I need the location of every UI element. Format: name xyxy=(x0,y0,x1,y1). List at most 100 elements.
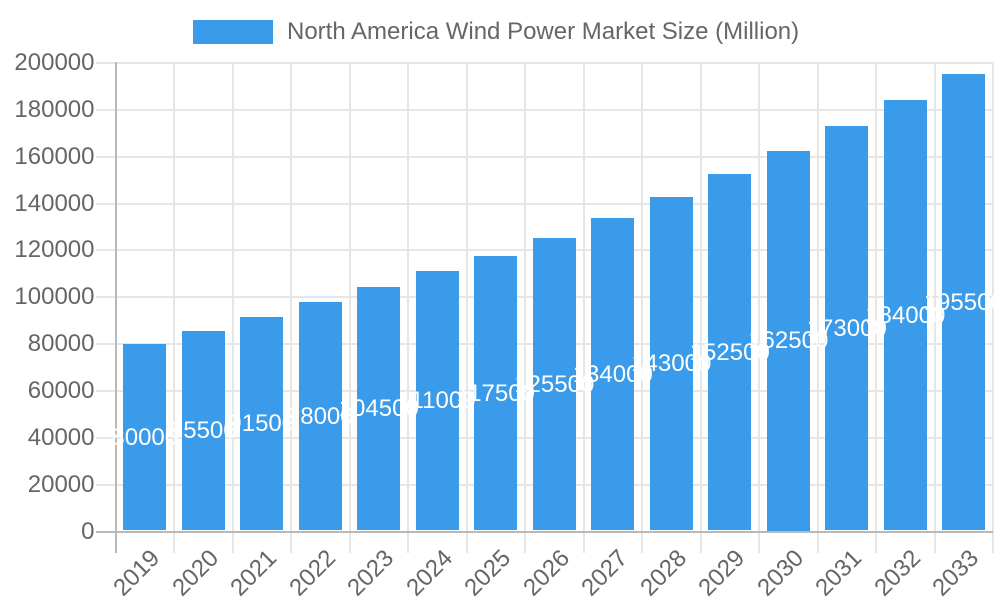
x-axis-label: 2030 xyxy=(752,544,809,600)
y-axis-tick xyxy=(95,483,116,486)
gridline-vertical xyxy=(173,62,175,533)
y-axis-label: 100000 xyxy=(14,283,95,311)
x-axis-tick xyxy=(407,532,409,553)
x-axis-tick xyxy=(348,532,351,553)
y-axis-tick xyxy=(95,155,116,158)
x-axis-tick xyxy=(992,532,994,553)
x-axis-label: 2029 xyxy=(693,544,751,600)
x-axis-label: 2025 xyxy=(459,544,517,600)
y-axis-tick xyxy=(95,296,116,299)
bar-value-label: 85500 xyxy=(169,417,237,445)
bar-value-label: 111000 xyxy=(398,387,476,415)
y-axis-tick xyxy=(95,343,116,346)
y-axis-label: 20000 xyxy=(27,470,95,498)
x-axis-tick xyxy=(524,532,526,553)
bar-2021[interactable] xyxy=(240,317,284,531)
bar-value-label: 117500 xyxy=(456,379,535,407)
bar-2020[interactable] xyxy=(181,331,225,531)
x-axis-tick xyxy=(173,532,175,553)
y-axis-label: 140000 xyxy=(14,189,95,217)
gridline-vertical xyxy=(758,62,760,533)
bar-value-label: 173000 xyxy=(806,314,887,342)
gridline-vertical xyxy=(348,62,351,533)
bar-2027[interactable] xyxy=(591,217,635,531)
gridline-horizontal xyxy=(115,108,993,111)
gridline-horizontal xyxy=(115,62,993,64)
bar-value-label: 98000 xyxy=(286,402,354,430)
bar-2033[interactable] xyxy=(942,73,986,531)
bar-2028[interactable] xyxy=(649,196,693,531)
x-axis-tick xyxy=(465,532,468,553)
y-axis-line xyxy=(114,62,117,533)
bar-value-label: 162500 xyxy=(748,327,829,355)
x-axis-label: 2032 xyxy=(869,544,926,600)
x-axis-tick xyxy=(758,532,760,553)
bar-value-label: 195500 xyxy=(923,288,1000,316)
x-axis-label: 2031 xyxy=(810,544,868,600)
x-axis-label: 2023 xyxy=(342,544,400,600)
gridline-vertical xyxy=(524,62,526,533)
x-axis-tick xyxy=(641,532,643,553)
legend-swatch xyxy=(193,20,273,44)
bar-value-label: 125500 xyxy=(514,370,595,398)
bar-2030[interactable] xyxy=(766,150,810,531)
bar-2031[interactable] xyxy=(825,126,869,531)
x-axis-label: 2026 xyxy=(518,544,575,600)
bar-2032[interactable] xyxy=(883,100,927,531)
x-axis-tick xyxy=(231,532,234,553)
legend-item[interactable]: North America Wind Power Market Size (Mi… xyxy=(193,20,799,44)
bar-2022[interactable] xyxy=(298,301,342,531)
gridline-vertical xyxy=(816,62,819,533)
x-axis-tick xyxy=(933,532,936,553)
x-axis-label: 2020 xyxy=(167,544,224,600)
x-axis-tick xyxy=(875,532,877,553)
gridline-horizontal xyxy=(115,155,993,158)
gridline-vertical xyxy=(465,62,468,533)
bar-value-label: 152500 xyxy=(689,338,770,366)
y-axis-tick xyxy=(95,108,116,111)
y-axis-tick xyxy=(95,249,116,252)
x-axis-tick xyxy=(699,532,702,553)
y-axis-label: 180000 xyxy=(14,95,95,123)
y-axis-tick xyxy=(95,530,116,533)
bar-2025[interactable] xyxy=(474,256,518,531)
gridline-vertical xyxy=(641,62,643,533)
x-axis-label: 2024 xyxy=(401,544,458,600)
x-axis-label: 2033 xyxy=(927,544,985,600)
bar-2019[interactable] xyxy=(123,344,167,531)
y-axis-label: 200000 xyxy=(14,49,95,76)
gridline-horizontal xyxy=(115,202,993,205)
bar-2023[interactable] xyxy=(357,286,401,531)
y-axis-tick xyxy=(95,389,116,392)
bar-value-label: 143000 xyxy=(631,350,712,377)
x-axis-tick xyxy=(290,532,292,553)
bar-2024[interactable] xyxy=(415,271,459,531)
gridline-vertical xyxy=(290,62,292,533)
x-axis-label: 2022 xyxy=(284,544,341,600)
gridline-vertical xyxy=(231,62,234,533)
gridline-vertical xyxy=(699,62,702,533)
x-axis-tick xyxy=(816,532,819,553)
y-axis-label: 60000 xyxy=(27,376,95,404)
bar-value-label: 104500 xyxy=(338,395,419,423)
x-axis-tick xyxy=(114,532,117,553)
y-axis-tick xyxy=(95,62,116,64)
x-axis-label: 2027 xyxy=(576,544,634,600)
bar-value-label: 80000 xyxy=(111,423,179,451)
y-axis-tick xyxy=(95,202,116,205)
gridline-vertical xyxy=(582,62,585,533)
y-axis-label: 80000 xyxy=(27,330,95,358)
bar-2026[interactable] xyxy=(532,237,576,531)
y-axis-tick xyxy=(95,436,116,439)
x-axis-line xyxy=(115,530,993,533)
x-axis-label: 2028 xyxy=(635,544,692,600)
y-axis-label: 40000 xyxy=(27,423,95,451)
gridline-vertical xyxy=(875,62,877,533)
bar-value-label: 184000 xyxy=(865,301,946,329)
bar-2029[interactable] xyxy=(708,174,752,531)
y-axis-label: 0 xyxy=(81,517,95,545)
x-axis-label: 2019 xyxy=(108,544,166,600)
x-axis-label: 2021 xyxy=(225,544,283,600)
bar-value-label: 134000 xyxy=(572,360,653,388)
